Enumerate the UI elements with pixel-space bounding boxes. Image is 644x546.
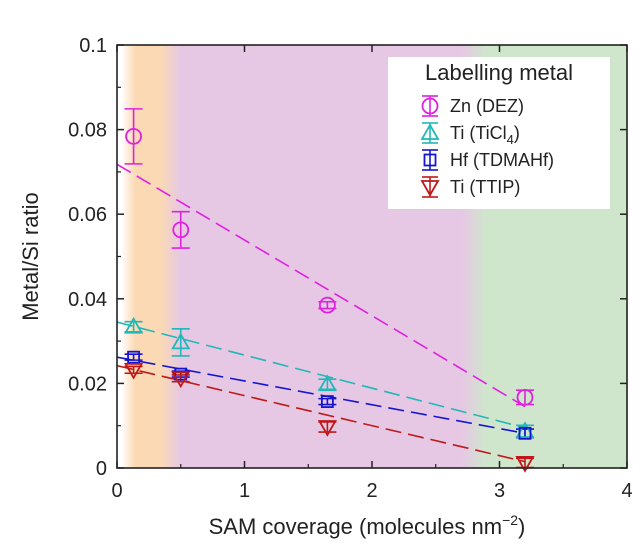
x-tick-label: 4 (621, 480, 632, 502)
axis-ticks: 0 1 2 3 4 0 0.02 0.04 0.06 0.08 0.1 (68, 35, 633, 502)
data-point-ti-ttip (317, 420, 337, 437)
data-point-hf-tdmahf (174, 367, 188, 381)
legend-marker-zn-dez (421, 97, 439, 115)
region-edge-orange-purple (160, 45, 181, 468)
y-tick-label: 0 (96, 458, 107, 480)
y-tick-label: 0.1 (79, 35, 107, 57)
data-point-zn-dez (516, 388, 534, 406)
legend-label-hf-tdmahf: Hf (TDMAHf) (450, 150, 554, 170)
legend-label-zn-dez: Zn (DEZ) (450, 96, 524, 116)
x-tick-label: 2 (366, 480, 377, 502)
legend-marker-ti-ttip (420, 180, 440, 197)
y-axis-label: Metal/Si ratio (18, 192, 43, 320)
data-point-ti-ttip (515, 456, 535, 473)
data-point-zn-dez (125, 127, 142, 145)
legend-label-main: Zn (DEZ) (450, 96, 524, 116)
x-tick-label: 1 (239, 480, 250, 502)
data-point-hf-tdmahf (320, 395, 334, 408)
data-point-ti-ticl (317, 374, 337, 392)
fit-line-ti-ticl (116, 321, 526, 429)
legend: Labelling metal Zn (DEZ) Ti (TiCl4) Hf (TD… (388, 57, 610, 209)
data-point-ti-ttip (171, 371, 191, 389)
legend-title: Labelling metal (425, 60, 573, 85)
legend-label-main: Hf (TDMAHf) (450, 150, 554, 170)
data-point-ti-ttip (124, 362, 144, 380)
y-tick-label: 0.04 (68, 289, 107, 311)
data-point-hf-tdmahf (518, 426, 532, 440)
x-axis-label: SAM coverage (molecules nm−2) (209, 512, 526, 539)
data-point-zn-dez (318, 296, 336, 314)
x-axis-label-end: ) (518, 514, 525, 539)
legend-label-ti-ttip: Ti (TTIP) (450, 177, 520, 197)
x-axis-label-main: SAM coverage (molecules nm (209, 514, 502, 539)
data-point-ti-ticl (171, 332, 191, 350)
data-point-ti-ticl (124, 316, 144, 334)
legend-label-end: ) (514, 123, 520, 143)
y-tick-label: 0.06 (68, 204, 107, 226)
legend-label-main: Ti (TTIP) (450, 177, 520, 197)
fit-line-zn-dez (116, 163, 526, 408)
x-tick-label: 3 (494, 480, 505, 502)
legend-label-main: Ti (TiCl (450, 123, 507, 143)
y-tick-label: 0.02 (68, 373, 107, 395)
x-axis-label-superscript: −2 (502, 512, 518, 528)
y-tick-label: 0.08 (68, 120, 107, 142)
data-point-zn-dez (172, 221, 190, 239)
legend-label-subscript: 4 (507, 132, 514, 147)
legend-marker-hf-tdmahf (423, 153, 437, 167)
x-tick-label: 0 (111, 480, 122, 502)
legend-label-ti-ticl: Ti (TiCl4) (450, 123, 520, 147)
data-point-ti-ticl (515, 421, 535, 439)
data-markers (124, 127, 535, 473)
legend-marker-ti-ticl (420, 123, 440, 140)
data-point-hf-tdmahf (127, 350, 140, 364)
